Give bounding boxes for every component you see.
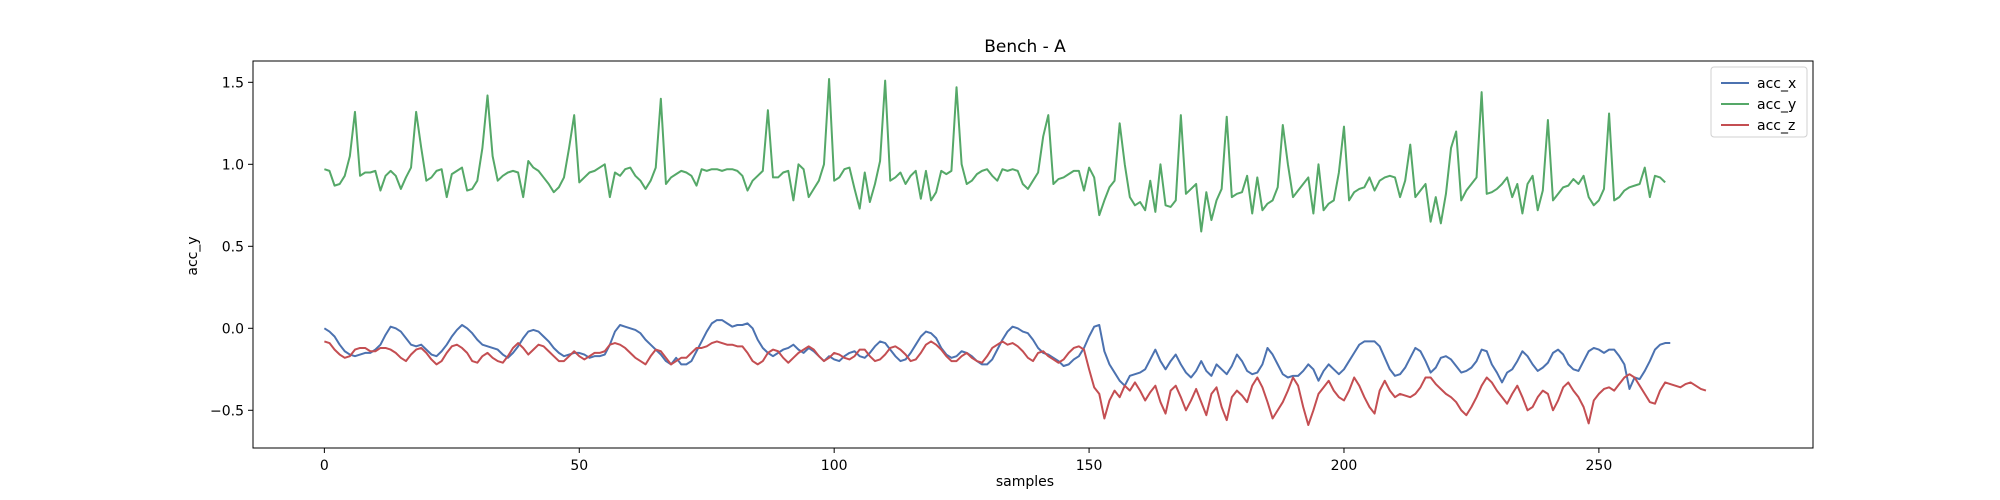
chart-title: Bench - A (984, 37, 1066, 57)
x-axis-ticks: 0 50 100 150 200 250 (320, 448, 1612, 474)
series-line-acc_y (324, 78, 1666, 233)
legend-label-acc_x: acc_x (1757, 76, 1796, 92)
x-axis-label: samples (996, 474, 1054, 490)
series-line-acc_x (323, 319, 1671, 390)
y-tick-label: 0.0 (222, 321, 244, 337)
x-tick-label: 250 (1586, 458, 1613, 474)
x-tick-label: 0 (320, 458, 329, 474)
y-tick-label: −0.5 (210, 403, 244, 419)
x-tick-label: 200 (1331, 458, 1358, 474)
x-tick-label: 150 (1076, 458, 1103, 474)
legend-box (1710, 66, 1808, 138)
y-axis-label: acc_y (185, 236, 201, 275)
series-layer (323, 78, 1707, 427)
series-line-acc_z (324, 340, 1707, 427)
x-tick-label: 50 (570, 458, 588, 474)
y-axis-ticks: −0.5 0.0 0.5 1.0 1.5 (210, 75, 253, 419)
y-tick-label: 1.0 (222, 157, 244, 173)
legend-label-acc_z: acc_z (1757, 118, 1795, 134)
legend: acc_x acc_y acc_z (1710, 66, 1808, 138)
plot-area-border (252, 60, 1814, 449)
y-tick-label: 1.5 (222, 75, 244, 91)
y-tick-label: 0.5 (222, 239, 244, 255)
axes-frame (252, 60, 1814, 449)
legend-label-acc_y: acc_y (1757, 97, 1796, 113)
x-tick-label: 100 (821, 458, 848, 474)
